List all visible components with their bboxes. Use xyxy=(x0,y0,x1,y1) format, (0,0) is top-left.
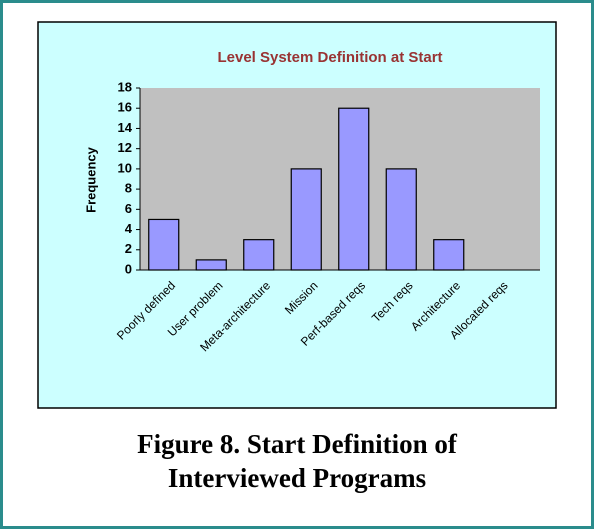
bar xyxy=(433,239,465,271)
chart-title: Level System Definition at Start xyxy=(217,49,442,66)
bar xyxy=(338,107,370,271)
caption-line: Interviewed Programs xyxy=(168,463,426,493)
y-tick-label: 6 xyxy=(125,201,132,216)
y-tick-label: 12 xyxy=(118,140,132,155)
y-tick-label: 10 xyxy=(118,160,132,175)
y-tick-label: 4 xyxy=(125,221,133,236)
caption-line: Figure 8. Start Definition of xyxy=(137,429,458,459)
bar xyxy=(385,168,417,271)
y-tick-label: 14 xyxy=(118,120,133,135)
bar xyxy=(243,239,275,271)
y-tick-label: 0 xyxy=(125,261,132,276)
y-tick-label: 2 xyxy=(125,241,132,256)
bar xyxy=(148,218,180,271)
y-axis-label: Frequency xyxy=(83,146,98,213)
y-tick-label: 8 xyxy=(125,181,132,196)
y-tick-label: 18 xyxy=(118,79,132,94)
bar xyxy=(195,259,227,271)
y-tick-label: 16 xyxy=(118,100,132,115)
bar xyxy=(290,168,322,271)
